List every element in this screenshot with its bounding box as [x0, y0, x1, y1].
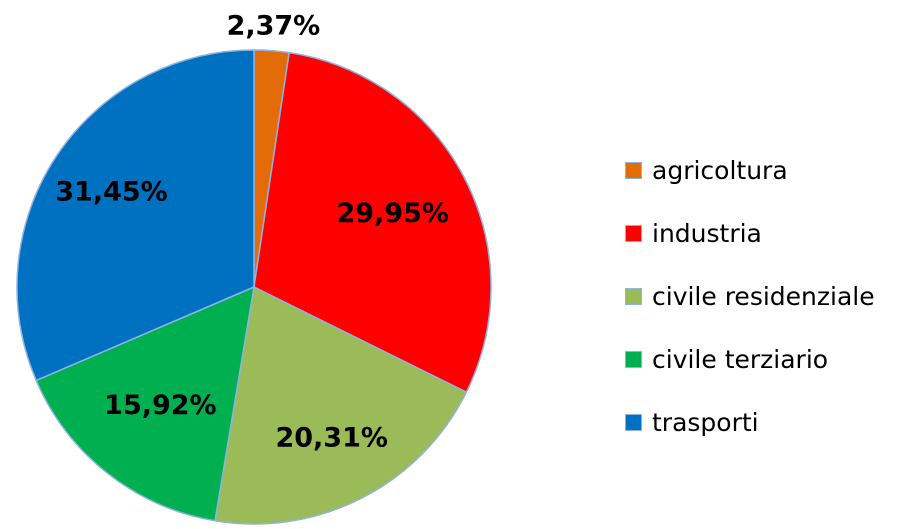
data-label-civile-terziario: 15,92% — [104, 390, 216, 421]
data-label-trasporti: 31,45% — [55, 177, 167, 208]
legend-item-trasporti: trasporti — [625, 402, 919, 442]
legend-item-civile-residenziale: civile residenziale — [625, 276, 919, 316]
legend-swatch — [625, 287, 642, 305]
pie-slices — [16, 49, 492, 525]
legend-label: agricoltura — [652, 155, 788, 185]
legend: agricoltura industria civile residenzial… — [625, 150, 919, 465]
legend-swatch — [625, 224, 642, 242]
legend-swatch — [625, 350, 642, 368]
legend-label: civile terziario — [652, 344, 829, 374]
pie-slice-civile-terziario — [35, 286, 255, 522]
pie-slice-trasporti — [16, 49, 255, 382]
legend-label: civile residenziale — [652, 281, 875, 311]
pie-data-labels: 2,37% 29,95% 20,31% 15,92% 31,45% — [55, 11, 449, 454]
data-label-industria: 29,95% — [336, 198, 448, 229]
legend-label: trasporti — [652, 407, 759, 437]
legend-item-agricoltura: agricoltura — [625, 150, 919, 190]
pie-slice-industria — [253, 51, 492, 393]
legend-item-industria: industria — [625, 213, 919, 253]
legend-label: industria — [652, 218, 762, 248]
pie-slice-civile-residenziale — [214, 286, 468, 525]
legend-item-civile-terziario: civile terziario — [625, 339, 919, 379]
legend-swatch — [625, 413, 642, 431]
data-label-civile-residenziale: 20,31% — [275, 422, 387, 453]
legend-swatch — [625, 161, 642, 179]
data-label-agricoltura: 2,37% — [227, 11, 321, 42]
